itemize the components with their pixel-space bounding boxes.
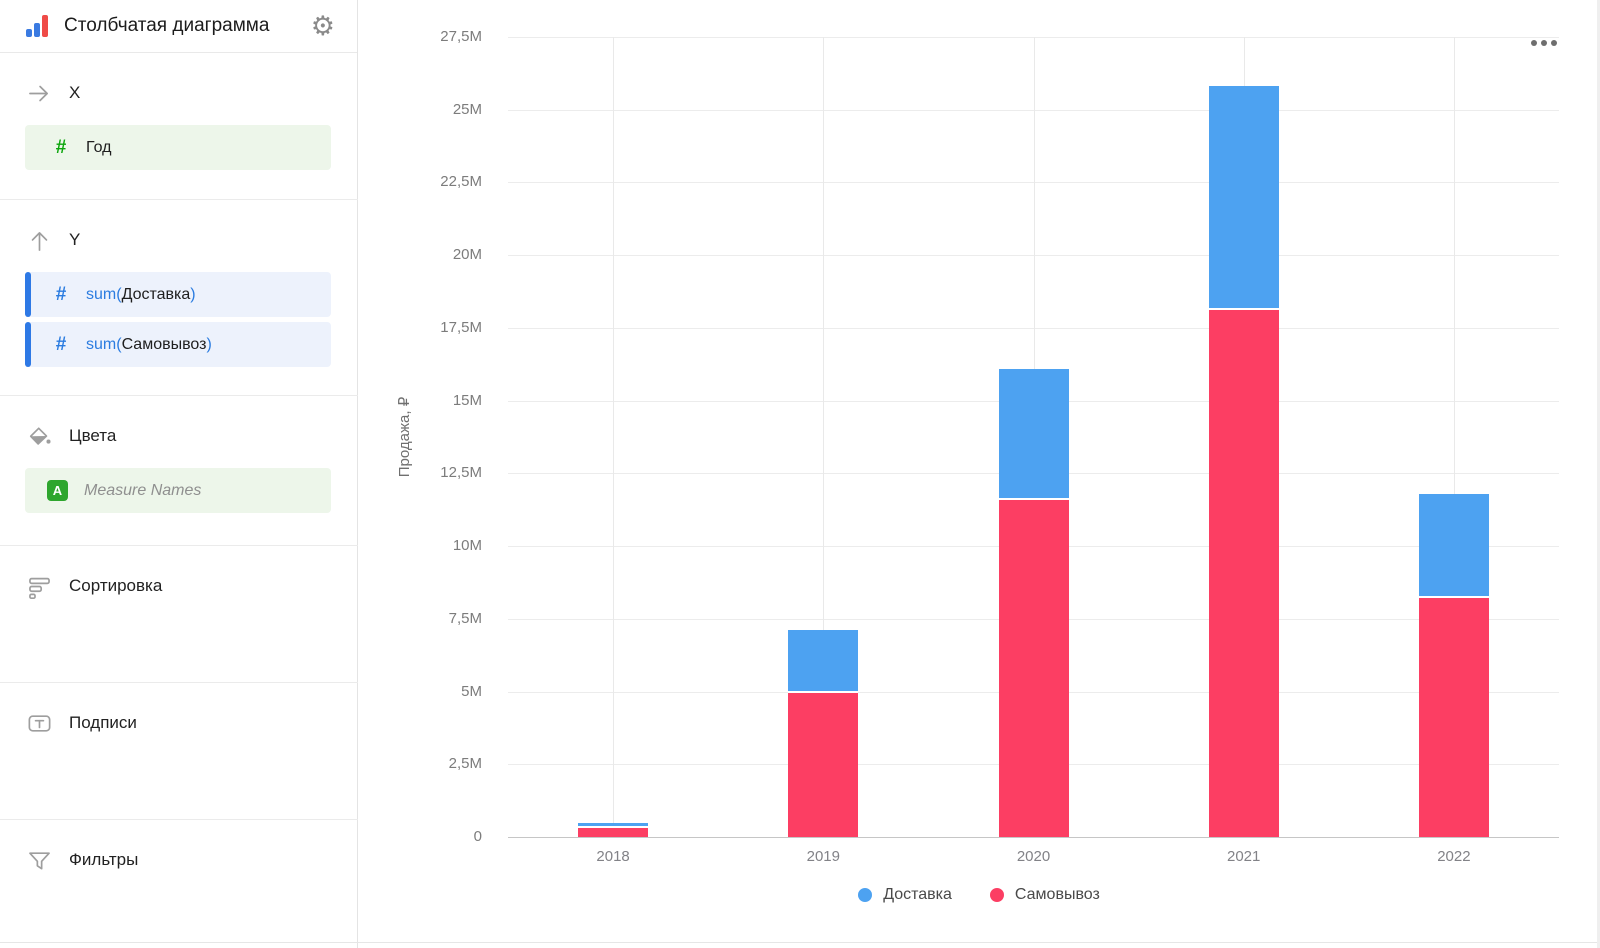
section-label: Y xyxy=(69,230,81,249)
section-x: X # Год xyxy=(0,53,358,200)
gear-icon[interactable]: ⚙ xyxy=(310,10,335,41)
field-chip-measure-names[interactable]: A Measure Names xyxy=(25,468,331,513)
x-axis-tick-label: 2022 xyxy=(1437,848,1471,865)
three-dots-icon[interactable] xyxy=(1527,36,1561,50)
v-gridline xyxy=(613,37,615,837)
x-axis-tick-label: 2019 xyxy=(806,848,840,865)
bottom-divider xyxy=(0,942,1600,943)
section-filters-header: Фильтры xyxy=(0,820,358,876)
bar-segment-Самовывоз-2020[interactable] xyxy=(998,499,1069,837)
arrow-right-icon xyxy=(29,85,48,101)
section-colors: Цвета A Measure Names xyxy=(0,396,358,546)
sidebar: Столбчатая диаграмма ⚙ X # Год Y xyxy=(0,0,358,948)
y-axis-tick-label: 5M xyxy=(461,682,482,700)
letter-a-badge-icon: A xyxy=(47,480,68,501)
v-gridline xyxy=(1453,37,1455,837)
section-y: Y # sum(Доставка) # sum(Самовывоз) xyxy=(0,200,358,396)
chart-canvas: 0 2,5M 5M 7,5M 10M 12,5M 15M 17,5M 20M 22,5M 25M 27… xyxy=(358,0,1600,948)
sidebar-header: Столбчатая диаграмма ⚙ xyxy=(0,0,357,53)
y-axis-tick-label: 2,5M xyxy=(448,755,482,773)
number-sign-icon: # xyxy=(55,283,67,305)
section-labels: Подписи xyxy=(0,683,358,820)
y-axis-tick-label: 27,5M xyxy=(440,28,482,45)
field-chip-god[interactable]: # Год xyxy=(25,125,331,170)
section-label: Сортировка xyxy=(69,576,163,595)
v-gridline xyxy=(823,37,825,837)
bar-segment-Доставка-2021[interactable] xyxy=(1208,86,1279,311)
field-chip-label: Measure Names xyxy=(84,481,202,499)
bar-segment-Самовывоз-2019[interactable] xyxy=(788,693,859,837)
legend-label: Самовывоз xyxy=(1014,886,1100,903)
section-sorting: Сортировка xyxy=(0,546,358,683)
section-colors-header: Цвета xyxy=(0,396,358,452)
section-sorting-header: Сортировка xyxy=(0,546,358,602)
right-edge-divider xyxy=(1597,0,1600,948)
measure-accent-bar xyxy=(25,272,31,317)
y-axis-tick-label: 7,5M xyxy=(448,609,482,627)
measure-accent-bar xyxy=(25,322,31,367)
bar-chart-icon xyxy=(25,13,51,39)
field-chip-sum-dostavka[interactable]: # sum(Доставка) xyxy=(25,272,331,317)
bar-segment-Доставка-2020[interactable] xyxy=(998,368,1069,500)
y-axis-tick-label: 17,5M xyxy=(440,318,482,336)
paint-bucket-icon xyxy=(29,426,51,445)
section-x-header: X xyxy=(0,53,358,109)
field-chip-label: Год xyxy=(86,138,112,156)
y-axis-tick-label: 10M xyxy=(452,537,482,555)
legend-dot-icon xyxy=(858,888,873,902)
section-labels-header: Подписи xyxy=(0,683,358,739)
y-axis-tick-label: 20M xyxy=(452,246,482,264)
section-label: Фильтры xyxy=(69,850,139,869)
field-chip-sum-samovyvoz[interactable]: # sum(Самовывоз) xyxy=(25,322,331,367)
y-axis-tick-label: 0 xyxy=(473,828,482,845)
field-chip-label: sum(Доставка) xyxy=(86,285,196,303)
section-label: Цвета xyxy=(69,426,117,445)
x-axis-tick-label: 2020 xyxy=(1016,848,1051,865)
bar-segment-Доставка-2019[interactable] xyxy=(788,630,859,693)
sort-icon xyxy=(29,577,50,599)
number-sign-icon: # xyxy=(55,333,67,355)
section-label: Подписи xyxy=(69,713,137,732)
bar-segment-Самовывоз-2018[interactable] xyxy=(578,828,649,837)
chart-legend: Доставка Самовывоз xyxy=(358,886,1600,904)
x-axis-tick-label: 2018 xyxy=(596,848,630,865)
legend-dot-icon xyxy=(989,888,1004,902)
bar-segment-Доставка-2018[interactable] xyxy=(578,823,649,829)
y-axis-tick-label: 22,5M xyxy=(440,173,482,191)
bar-segment-Самовывоз-2022[interactable] xyxy=(1418,598,1489,837)
bar-segment-Доставка-2022[interactable] xyxy=(1418,493,1489,599)
arrow-up-icon xyxy=(31,231,48,251)
legend-item-Самовывоз[interactable]: Самовывоз xyxy=(989,886,1100,904)
x-axis-tick-label: 2021 xyxy=(1227,848,1261,865)
y-axis-tick-label: 25M xyxy=(452,100,482,118)
x-axis-line xyxy=(508,837,1559,838)
number-sign-icon: # xyxy=(55,136,67,158)
y-axis-title: Продажа, ₽ xyxy=(396,396,413,478)
section-filters: Фильтры xyxy=(0,820,358,948)
filter-icon xyxy=(29,851,50,870)
text-label-icon xyxy=(28,714,51,732)
bar-segment-Самовывоз-2021[interactable] xyxy=(1208,310,1279,837)
legend-item-Доставка[interactable]: Доставка xyxy=(858,886,952,904)
y-axis-tick-label: 15M xyxy=(452,391,482,409)
section-label: X xyxy=(69,83,81,102)
section-y-header: Y xyxy=(0,200,358,256)
legend-label: Доставка xyxy=(883,886,952,903)
y-axis-tick-label: 12,5M xyxy=(440,464,482,482)
field-chip-label: sum(Самовывоз) xyxy=(86,335,212,353)
page-title: Столбчатая диаграмма xyxy=(64,15,270,36)
